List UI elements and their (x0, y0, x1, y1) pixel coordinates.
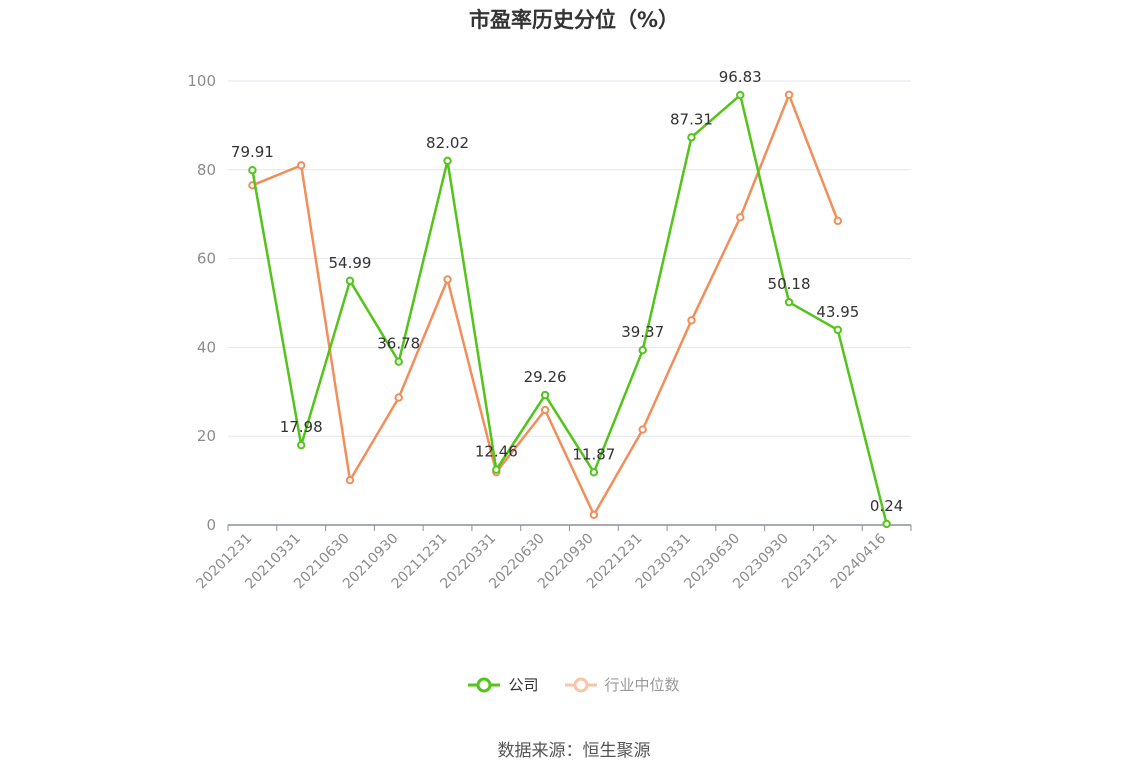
data-point-company (882, 519, 891, 529)
data-point-company (296, 440, 306, 450)
y-tick-label: 100 (187, 72, 216, 90)
data-source: 数据来源：恒生聚源 (497, 741, 651, 761)
legend-item-industry[interactable]: 行业中位数 (564, 674, 680, 695)
data-point-company (687, 133, 696, 142)
y-tick-label: 60 (197, 250, 216, 268)
data-label: 36.78 (377, 335, 420, 353)
data-point-industry (784, 90, 794, 99)
data-label: 11.87 (572, 445, 615, 463)
data-point-industry (394, 393, 403, 402)
data-point-industry (638, 425, 647, 434)
data-point-company (589, 468, 599, 477)
y-tick-label: 0 (206, 516, 216, 534)
data-label: 12.46 (475, 443, 518, 461)
data-label: 39.37 (621, 323, 664, 341)
legend-label-company: 公司 (508, 676, 539, 694)
legend-label-industry: 行业中位数 (604, 676, 680, 694)
data-point-company (492, 465, 501, 474)
y-tick-label: 80 (197, 161, 216, 179)
data-point-industry (736, 213, 745, 222)
data-label-layer: 79.91 17.98 54.99 36.78 82.02 12.46 29.26 11.87… (231, 68, 903, 515)
data-label: 82.02 (426, 134, 469, 152)
data-point-company (833, 325, 843, 335)
data-point-industry (443, 275, 452, 284)
legend: 公司 行业中位数 (0, 674, 1148, 695)
data-point-industry (296, 161, 306, 170)
axis-layer: 0204060801002020123120210331202106302021… (187, 72, 912, 592)
data-point-company (345, 276, 355, 286)
y-tick-label: 20 (197, 427, 216, 445)
data-point-company (394, 357, 403, 366)
data-label: 54.99 (328, 254, 371, 272)
data-label: 17.98 (280, 418, 323, 436)
data-label: 50.18 (768, 275, 811, 293)
legend-item-company[interactable]: 公司 (468, 674, 539, 695)
data-label: 96.83 (719, 68, 762, 86)
data-point-industry (540, 405, 550, 415)
data-point-company (784, 298, 794, 307)
y-tick-label: 40 (197, 338, 216, 356)
data-point-industry (345, 475, 355, 485)
data-point-industry (833, 216, 843, 226)
data-label: 43.95 (816, 303, 859, 321)
data-point-industry (589, 510, 599, 519)
legend-marker-company (468, 677, 501, 692)
legend-marker-industry (564, 677, 597, 692)
data-point-company (443, 156, 452, 166)
data-label: 29.26 (524, 368, 567, 386)
data-label: 0.24 (870, 497, 903, 515)
series-layer (248, 90, 891, 529)
chart-title: 市盈率历史分位（%） (468, 8, 680, 32)
series-line-industry (251, 93, 839, 517)
data-point-company (638, 345, 647, 355)
series-line-company (251, 93, 888, 525)
grid-layer (228, 80, 911, 437)
data-label: 79.91 (231, 143, 274, 161)
data-label: 87.31 (670, 110, 713, 128)
data-point-company (540, 390, 550, 400)
data-point-company (248, 165, 257, 175)
data-point-company (736, 90, 745, 100)
data-point-industry (687, 316, 696, 325)
